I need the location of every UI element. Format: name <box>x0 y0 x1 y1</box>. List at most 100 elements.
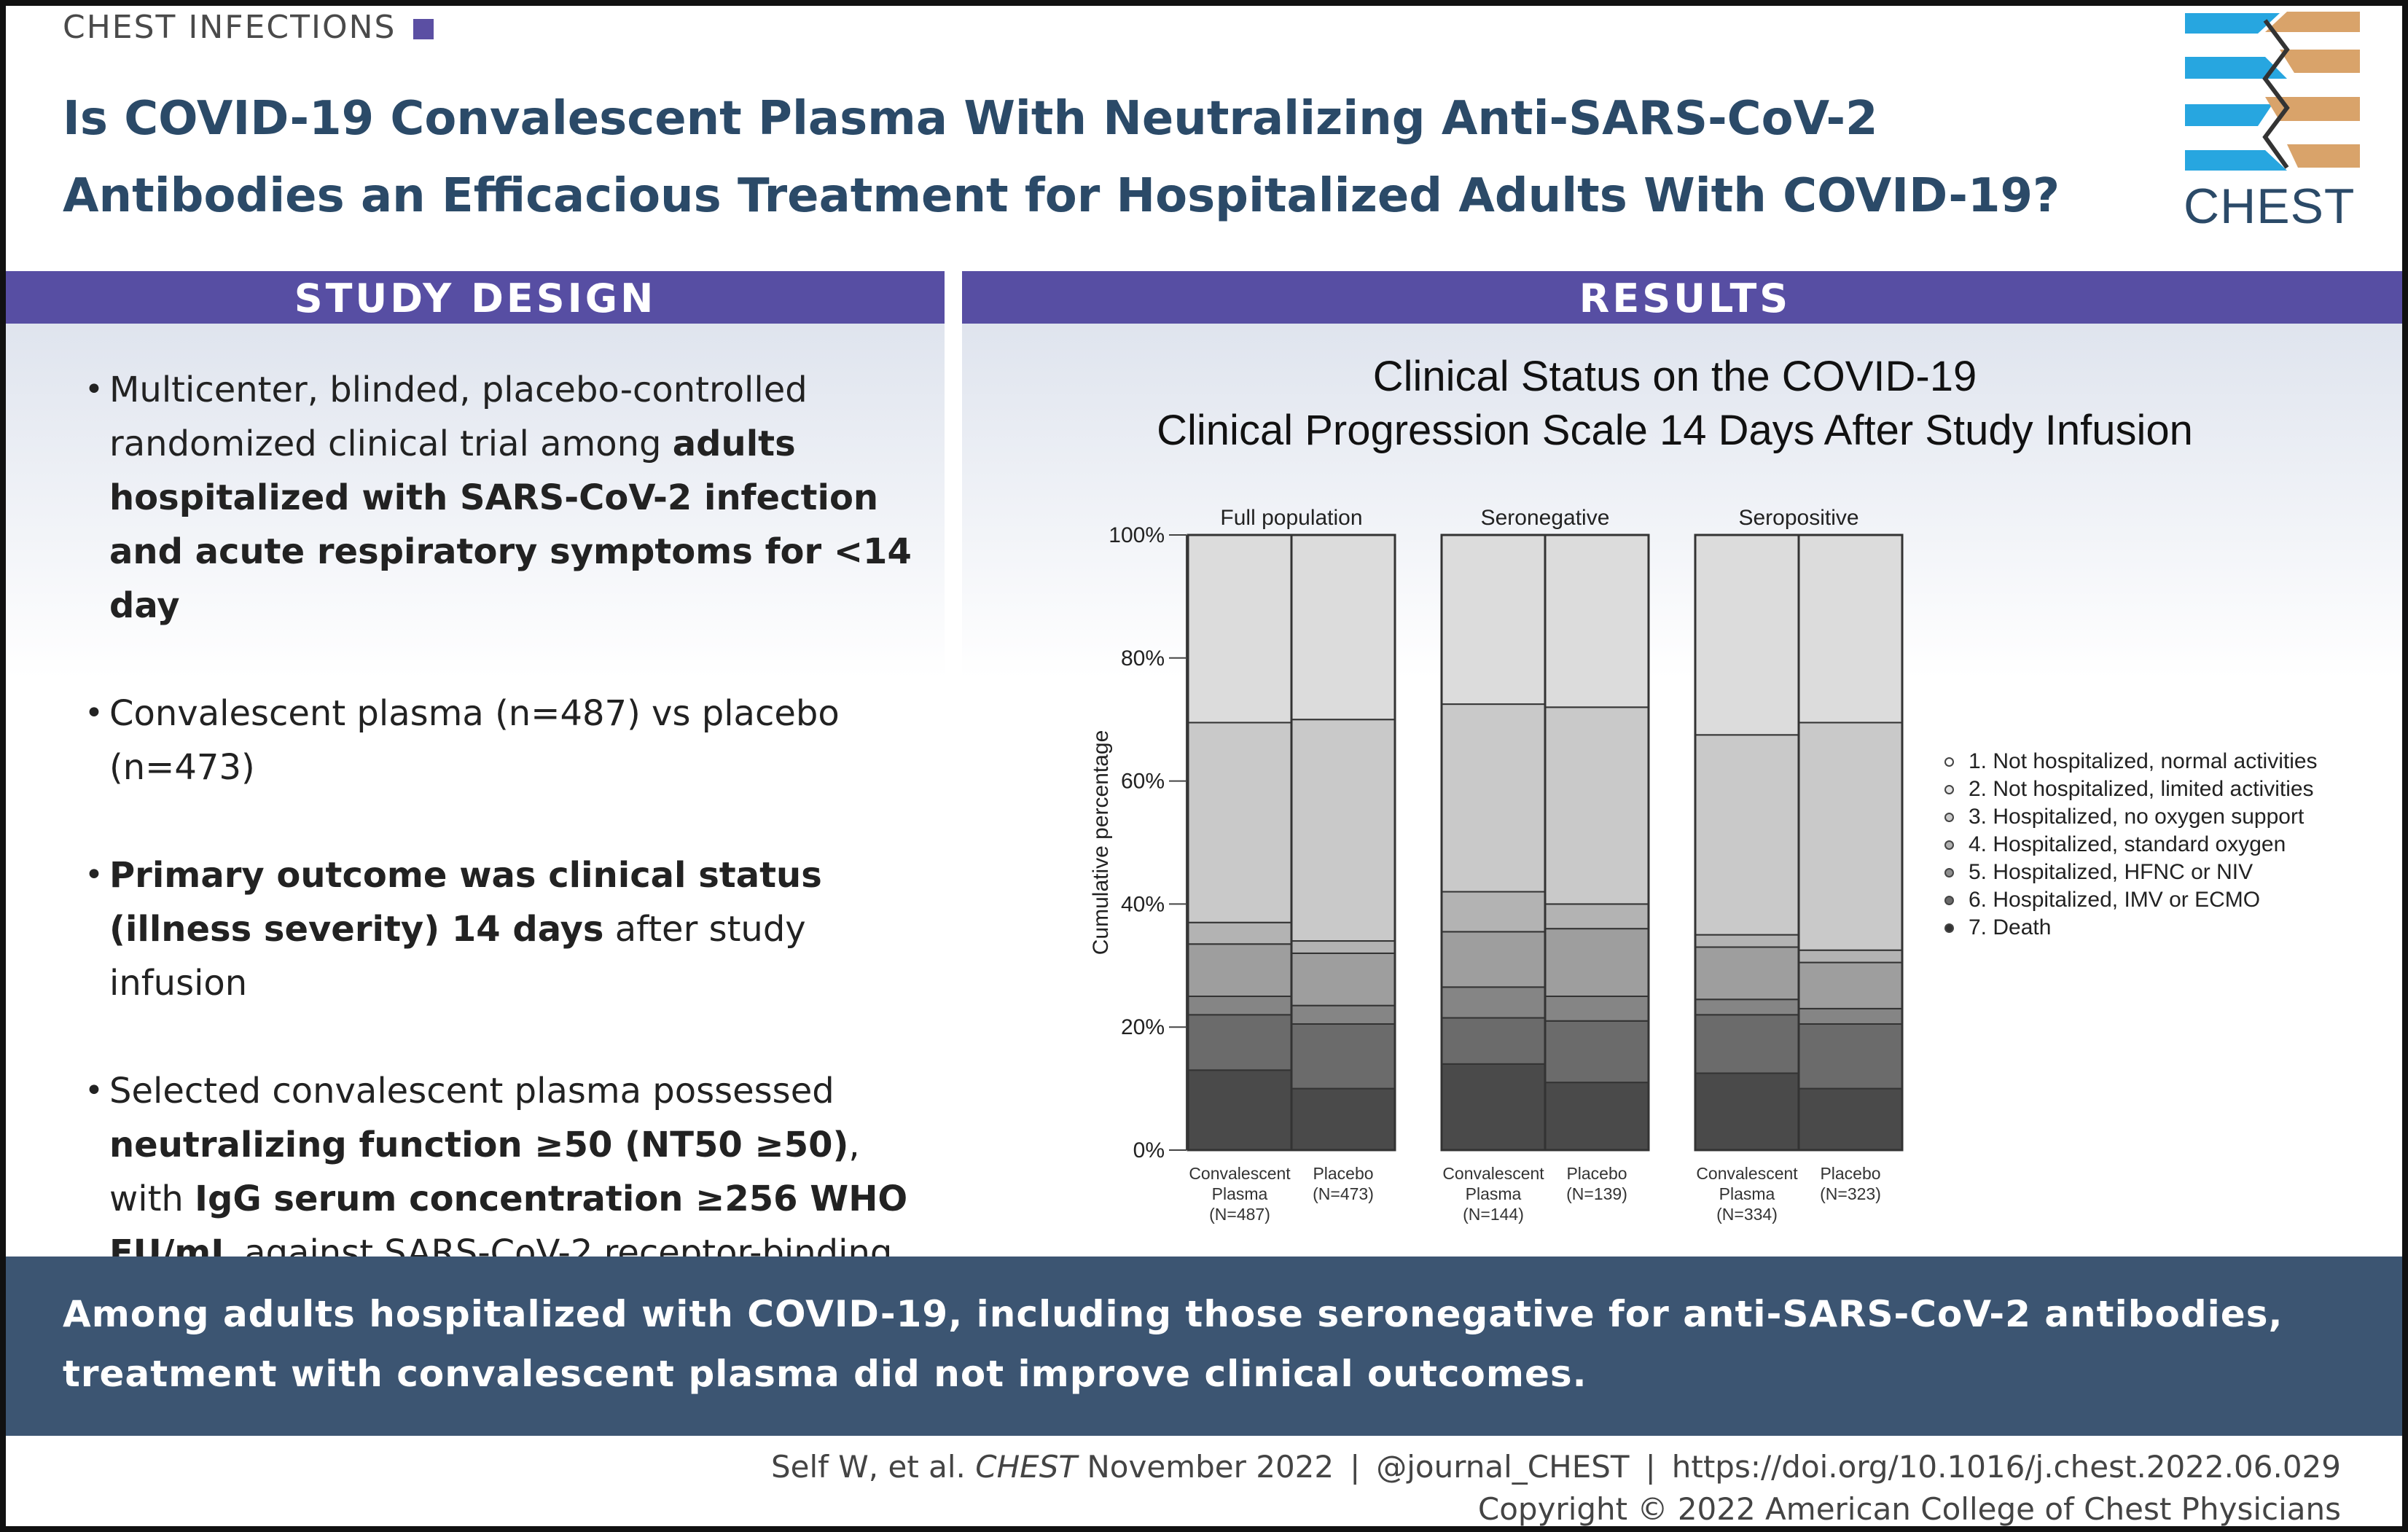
legend-label: 1. Not hospitalized, normal activities <box>1969 749 2318 773</box>
legend-item: 7. Death <box>1944 914 2318 942</box>
x-category-label: Plasma <box>1719 1184 1775 1203</box>
bar-segment <box>1694 934 1799 948</box>
logo-text: CHEST <box>2184 179 2356 234</box>
x-category-label: (N=139) <box>1566 1184 1627 1203</box>
bar-segment <box>1544 1082 1649 1151</box>
x-category-label: Plasma <box>1212 1184 1268 1203</box>
logo-helix <box>2185 12 2360 171</box>
study-design-bullets: Multicenter, blinded, placebo-controlled… <box>79 363 939 1388</box>
x-category-label: Placebo <box>1820 1164 1880 1183</box>
legend-item: 5. Hospitalized, HFNC or NIV <box>1944 859 2318 886</box>
x-category-label: Plasma <box>1466 1184 1522 1203</box>
bar-segment <box>1187 1014 1292 1071</box>
chest-logo-icon <box>2185 12 2360 171</box>
chart-title: Clinical Status on the COVID-19 Clinical… <box>975 350 2374 458</box>
study-design-heading: STUDY DESIGN <box>6 271 945 324</box>
bar-segment <box>1441 1017 1546 1065</box>
bar-segment <box>1694 1014 1799 1074</box>
bar-segment <box>1544 903 1649 930</box>
legend-marker-icon <box>1944 923 1954 933</box>
bar-segment <box>1187 921 1292 945</box>
y-tick-label: 20% <box>1121 1015 1165 1039</box>
bar-segment <box>1291 1087 1396 1151</box>
legend-marker-icon <box>1944 895 1954 905</box>
bar-segment <box>1441 703 1546 893</box>
x-category-label: Placebo <box>1313 1164 1373 1183</box>
twitter-handle-link[interactable]: @journal_CHEST <box>1376 1449 1630 1485</box>
doi-link[interactable]: https://doi.org/10.1016/j.chest.2022.06.… <box>1671 1449 2341 1485</box>
bar-segment <box>1798 1023 1903 1090</box>
bar-segment <box>1187 534 1292 724</box>
bullet-trial-design: Multicenter, blinded, placebo-controlled… <box>79 363 939 633</box>
bar-segment <box>1291 1023 1396 1090</box>
bar-segment <box>1441 1063 1546 1152</box>
legend-marker-icon <box>1944 867 1954 878</box>
bar-segment <box>1544 534 1649 708</box>
bar-segment <box>1544 1020 1649 1084</box>
legend-marker-icon <box>1944 784 1954 794</box>
citation: Self W, et al. CHEST November 2022 | @jour… <box>771 1446 2341 1527</box>
y-tick-label: 40% <box>1121 892 1165 916</box>
group-title: Seropositive <box>1738 506 1858 530</box>
kicker-square-icon <box>413 19 434 39</box>
x-category-label: (N=334) <box>1716 1205 1778 1224</box>
x-category-label: (N=323) <box>1820 1184 1881 1203</box>
chart-title-line-1: Clinical Status on the COVID-19 <box>1372 353 1977 400</box>
bar-outline <box>1290 534 1396 1152</box>
x-category-label: Convalescent <box>1696 1164 1798 1183</box>
bar-outline <box>1797 534 1904 1152</box>
bar-segment <box>1441 986 1546 1019</box>
conclusion-bar <box>6 1257 2402 1436</box>
bullet-text: , with <box>109 1125 860 1219</box>
legend-marker-icon <box>1944 840 1954 850</box>
legend-marker-icon <box>1944 757 1954 767</box>
bullet-text: Convalescent plasma (n=487) vs placebo (… <box>109 693 840 788</box>
x-category-label: (N=473) <box>1313 1184 1374 1203</box>
bullet-arms: Convalescent plasma (n=487) vs placebo (… <box>79 687 939 794</box>
bar-segment <box>1694 1072 1799 1151</box>
legend-label: 6. Hospitalized, IMV or ECMO <box>1969 888 2261 912</box>
citation-date: November 2022 <box>1077 1449 1334 1485</box>
bullet-text: Multicenter, blinded, placebo-controlled… <box>109 370 808 464</box>
bullet-primary-outcome: Primary outcome was clinical status (ill… <box>79 848 939 1010</box>
bullet-bold-text: Primary outcome was clinical status (ill… <box>109 855 822 950</box>
bar-outline <box>1544 534 1650 1152</box>
bullet-text: Selected convalescent plasma possessed <box>109 1071 834 1111</box>
conclusion-text: Among adults hospitalized with COVID-19,… <box>63 1293 2283 1395</box>
x-category-label: Convalescent <box>1442 1164 1544 1183</box>
page-title: Is COVID-19 Convalescent Plasma With Neu… <box>63 92 2060 223</box>
bar-segment <box>1798 1087 1903 1151</box>
x-category-label: Convalescent <box>1189 1164 1291 1183</box>
copyright: Copyright © 2022 American College of Che… <box>1477 1491 2341 1527</box>
results-heading: RESULTS <box>962 271 2402 324</box>
citation-journal: CHEST <box>975 1449 1078 1485</box>
bar-segment <box>1187 1069 1292 1152</box>
bar-segment <box>1798 1007 1903 1025</box>
bar-segment <box>1187 943 1292 998</box>
kicker-text: CHEST INFECTIONS <box>63 9 396 46</box>
bar-segment <box>1291 534 1396 721</box>
bar-segment <box>1187 996 1292 1016</box>
x-category-label: (N=144) <box>1463 1205 1524 1224</box>
citation-line: Self W, et al. CHEST November 2022 | @jour… <box>771 1446 2341 1488</box>
legend-item: 2. Not hospitalized, limited activities <box>1944 775 2318 803</box>
y-tick-label: 0% <box>1133 1138 1165 1162</box>
bar-segment <box>1291 719 1396 942</box>
group-title: Full population <box>1220 506 1362 530</box>
legend-label: 2. Not hospitalized, limited activities <box>1969 777 2314 801</box>
legend-item: 6. Hospitalized, IMV or ECMO <box>1944 886 2318 914</box>
group-title: Seronegative <box>1481 506 1610 530</box>
legend-item: 1. Not hospitalized, normal activities <box>1944 748 2318 775</box>
bar-segment <box>1798 722 1903 951</box>
bar-segment <box>1694 998 1799 1016</box>
chart-legend: 1. Not hospitalized, normal activities 2.… <box>1944 748 2318 942</box>
separator: | <box>1350 1449 1361 1485</box>
bar-segment <box>1544 996 1649 1022</box>
bar-segment <box>1694 946 1799 1001</box>
x-category-label: (N=487) <box>1209 1205 1270 1224</box>
section-kicker: CHEST INFECTIONS <box>63 9 434 46</box>
legend-label: 4. Hospitalized, standard oxygen <box>1969 832 2286 856</box>
bar-segment <box>1291 940 1396 954</box>
bullet-bold-text: adults hospitalized with SARS-CoV-2 infe… <box>109 423 912 626</box>
